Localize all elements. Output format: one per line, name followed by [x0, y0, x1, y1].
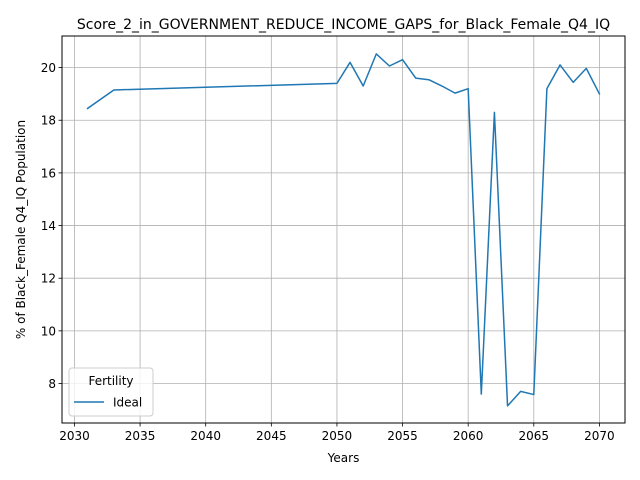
- y-tick-label: 20: [41, 61, 56, 75]
- plot-area: [62, 36, 625, 423]
- x-tick-label: 2035: [125, 429, 156, 443]
- x-axis-label: Years: [327, 451, 360, 465]
- x-tick-label: 2055: [387, 429, 418, 443]
- chart-title: Score_2_in_GOVERNMENT_REDUCE_INCOME_GAPS…: [77, 17, 610, 33]
- y-tick-label: 10: [41, 324, 56, 338]
- x-tick-label: 2030: [59, 429, 90, 443]
- y-tick-label: 8: [48, 377, 56, 391]
- x-tick-label: 2045: [256, 429, 287, 443]
- x-tick-label: 2060: [453, 429, 484, 443]
- plot-frame: [61, 35, 626, 424]
- y-axis-ticks: 8 10 12 14 16 18 20: [41, 61, 62, 391]
- legend-label-ideal: Ideal: [113, 396, 142, 410]
- x-tick-label: 2070: [584, 429, 615, 443]
- grid-lines: [62, 36, 625, 423]
- x-tick-label: 2065: [519, 429, 550, 443]
- y-axis-label: % of Black_Female Q4_IQ Population: [14, 120, 28, 339]
- series-line-0: [86, 53, 601, 407]
- x-tick-label: 2050: [322, 429, 353, 443]
- legend: Fertility Ideal: [68, 367, 154, 417]
- x-tick-label: 2040: [190, 429, 221, 443]
- x-axis-ticks: 2030 2035 2040 2045 2050 2055 2060 2065 2070: [59, 423, 615, 443]
- y-tick-label: 16: [41, 166, 56, 180]
- y-tick-label: 12: [41, 272, 56, 286]
- y-tick-label: 14: [41, 219, 56, 233]
- legend-box: [68, 367, 154, 417]
- series-lines: [86, 53, 601, 407]
- legend-title: Fertility: [88, 374, 133, 388]
- y-tick-label: 18: [41, 114, 56, 128]
